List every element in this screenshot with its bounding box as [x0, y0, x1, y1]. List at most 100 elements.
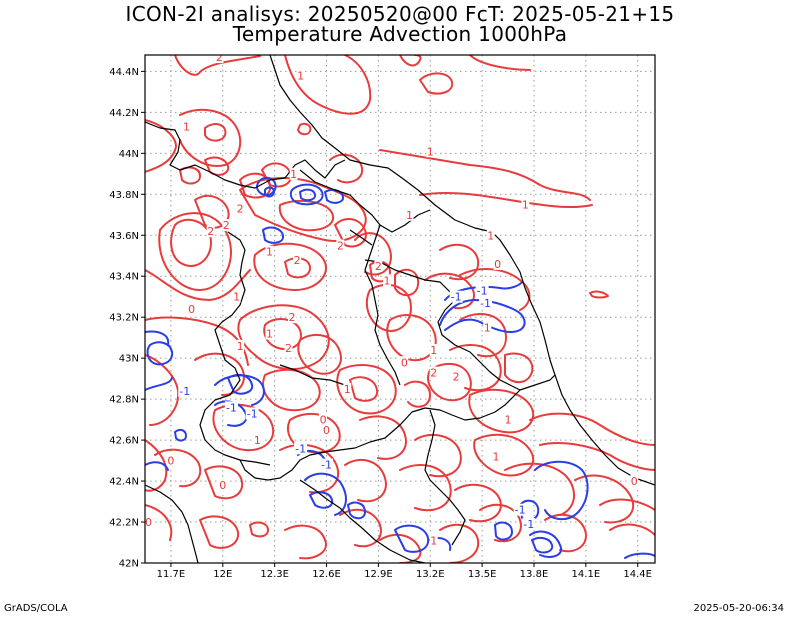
contour-label-bg — [319, 413, 328, 426]
contour-label: 1 — [406, 209, 413, 222]
y-tick-label: 43.4N — [109, 272, 139, 283]
contour-label-bg — [287, 311, 296, 324]
neg-contour — [262, 226, 284, 244]
neg-contour — [289, 183, 324, 206]
contour-label: -1 — [523, 518, 534, 531]
contour-label: -1 — [226, 401, 237, 414]
pos-contour — [145, 119, 177, 173]
pos-contour — [239, 172, 272, 199]
neg-contour — [494, 521, 513, 541]
contour-label-bg — [253, 434, 262, 447]
neg-contour — [174, 428, 187, 442]
y-tick-label: 42.4N — [109, 477, 139, 488]
regional-border — [199, 231, 271, 466]
regional-border — [299, 169, 431, 233]
x-tick-label: 13.2E — [416, 569, 445, 580]
contour-label: 1 — [522, 199, 529, 212]
pos-contour — [468, 388, 535, 434]
contour-label: 1 — [297, 69, 304, 82]
contour-label: 1 — [427, 145, 434, 158]
contour-label-bg — [245, 407, 259, 420]
neg-contour — [531, 536, 554, 554]
contour-label-bg — [521, 198, 530, 211]
contour-label: 2 — [337, 240, 344, 253]
regional-border — [145, 484, 199, 563]
contour-label: 2 — [223, 219, 230, 232]
x-tick-label: 12.3E — [260, 569, 289, 580]
chart-title-line-2: Temperature Advection 1000hPa — [232, 22, 568, 46]
neg-contour — [439, 299, 526, 333]
pos-contour — [544, 513, 587, 553]
pos-contour — [349, 376, 379, 402]
contour-label-bg — [429, 343, 438, 356]
contour-label: 1 — [266, 246, 273, 259]
contour-label: 0 — [219, 479, 226, 492]
pos-contour — [239, 177, 367, 242]
contour-label: 2 — [216, 51, 223, 64]
contour-label-bg — [145, 516, 153, 529]
contour-label: 1 — [430, 534, 437, 547]
pos-contour — [394, 268, 420, 297]
pos-contour — [145, 439, 168, 492]
contour-label: -1 — [295, 442, 306, 455]
pos-contour — [439, 243, 480, 280]
regional-border — [299, 479, 426, 563]
pos-contour — [439, 523, 480, 563]
pos-contour — [284, 524, 327, 560]
contour-label-bg — [289, 167, 298, 180]
contour-label-bg — [215, 55, 224, 64]
pos-contour — [459, 313, 507, 358]
pos-contour — [354, 232, 392, 276]
neg-contour — [324, 188, 345, 204]
contour-label-bg — [522, 518, 536, 531]
pos-contour — [504, 352, 534, 384]
contour-label: -1 — [477, 285, 488, 298]
y-tick-label: 44.4N — [109, 67, 139, 78]
pos-contour — [469, 55, 531, 71]
pos-contour — [419, 191, 593, 209]
contour-label: -1 — [179, 385, 190, 398]
pos-contour — [204, 123, 227, 142]
pos-contour — [359, 415, 407, 460]
contour-label-bg — [475, 284, 489, 297]
contour-label: 1 — [505, 414, 512, 427]
contour-label: 1 — [484, 321, 491, 334]
y-tick-label: 42N — [119, 559, 139, 570]
contour-label: 1 — [237, 340, 244, 353]
contour-label-bg — [429, 534, 438, 547]
contour-label-bg — [265, 327, 274, 340]
contour-label: 0 — [145, 516, 152, 529]
contour-label-bg — [479, 296, 493, 309]
contour-label: 1 — [487, 229, 494, 242]
regional-border — [364, 224, 401, 386]
contour-label-bg — [320, 458, 334, 471]
positive-contours — [145, 55, 655, 563]
contour-label-bg — [296, 69, 305, 82]
contour-label-bg — [491, 450, 500, 463]
contour-label-bg — [265, 245, 274, 258]
boundaries — [145, 55, 655, 563]
y-tick-label: 42.6N — [109, 436, 139, 447]
pos-contour — [287, 412, 341, 454]
pos-contour — [339, 508, 382, 548]
contour-label: -1 — [321, 459, 332, 472]
x-tick-label: 14.1E — [572, 569, 601, 580]
pos-contour — [334, 218, 367, 248]
contour-label-bg — [166, 454, 175, 467]
neg-contour — [256, 176, 277, 196]
contour-label: 1 — [254, 434, 261, 447]
contour-label-bg — [236, 202, 245, 215]
contour-label: 2 — [285, 342, 292, 355]
neg-contour — [145, 377, 173, 391]
contour-label-bg — [483, 321, 492, 334]
contour-label: 2 — [430, 367, 437, 380]
x-tick-label: 13.5E — [468, 569, 497, 580]
neg-contour — [394, 524, 430, 553]
plot-frame — [144, 54, 656, 564]
pos-contour — [599, 498, 655, 511]
y-tick-label: 44.2N — [109, 108, 139, 119]
neg-contour — [299, 188, 317, 202]
contour-label-bg — [452, 370, 461, 383]
footer-credit: GrADS/COLA — [4, 603, 68, 614]
y-tick-label: 42.8N — [109, 395, 139, 406]
